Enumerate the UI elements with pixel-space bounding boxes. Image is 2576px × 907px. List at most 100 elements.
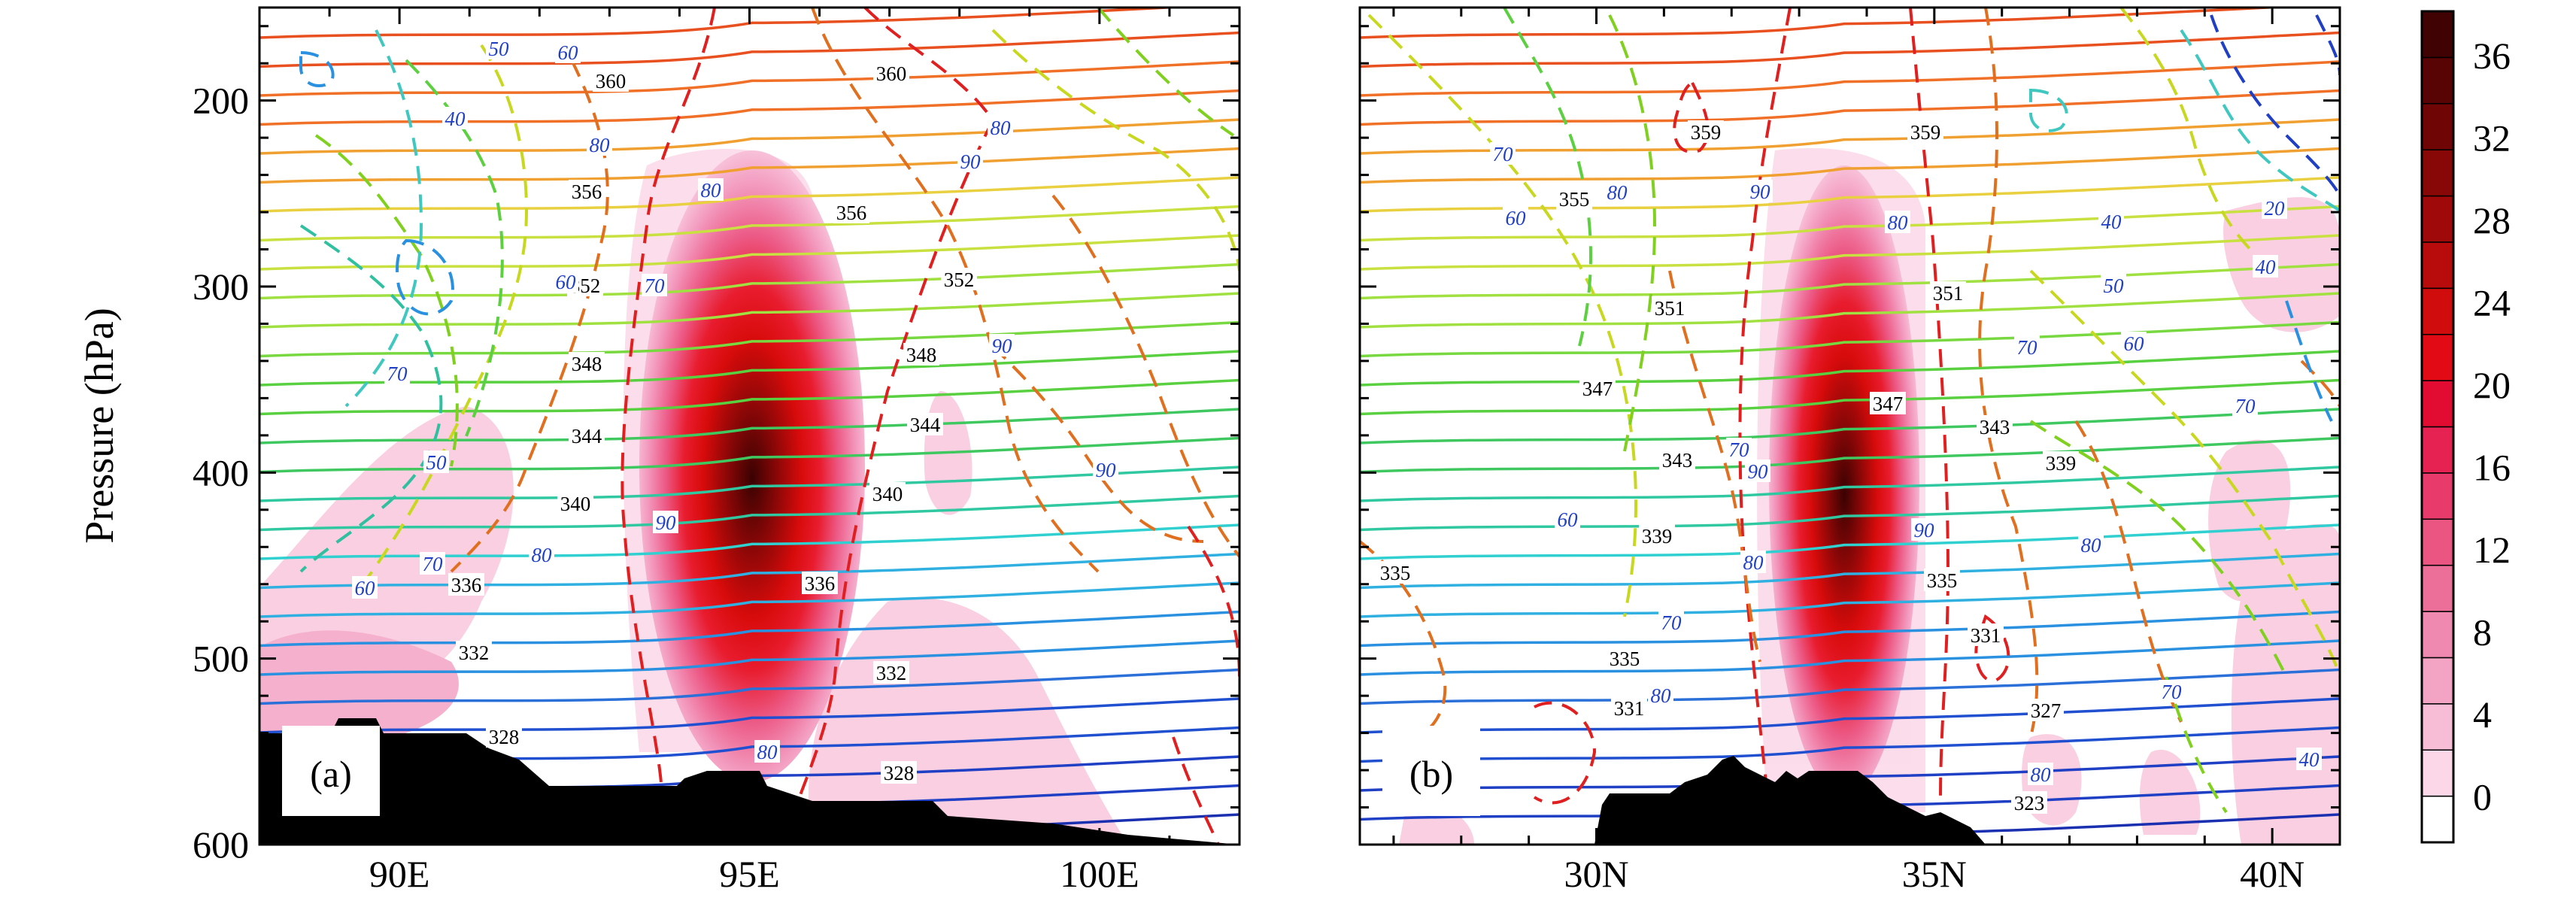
theta-label-bg: [456, 641, 492, 663]
theta-label: 343: [1662, 449, 1693, 472]
rh-label: 80: [1743, 551, 1764, 574]
theta-label: 327: [2031, 699, 2062, 722]
theta-label: 328: [884, 762, 915, 784]
rh-label: 70: [2162, 681, 2183, 703]
rh-label-bg: [2014, 335, 2040, 358]
rh-label: 90: [1914, 519, 1935, 541]
theta-label-bg: [873, 661, 909, 684]
rh-label-bg: [442, 107, 468, 129]
theta-contour-line: [1360, 581, 2340, 618]
theta-label: 339: [1642, 525, 1673, 548]
rh-label-bg: [587, 133, 612, 156]
rh-label: 70: [1661, 611, 1682, 634]
rh-label: 40: [2299, 748, 2320, 771]
panel-a-plot: (a) 360356352348344340336332328360356352…: [259, 8, 1239, 845]
theta-label-bg: [1659, 448, 1695, 471]
colorbar-swatch: [2421, 103, 2454, 150]
theta-label: 352: [944, 268, 975, 291]
rh-label-bg: [2078, 533, 2104, 556]
rh-label-bg: [1503, 206, 1528, 229]
theta-label-bg: [1977, 415, 2013, 438]
theta-label-bg: [1968, 623, 2004, 646]
theta-contour-line: [1360, 610, 2340, 648]
theta-contour-line: [259, 118, 1239, 155]
theta-contour-line: [1360, 726, 2340, 763]
rh-label: 60: [558, 41, 579, 64]
x-tick-label: 35N: [1902, 853, 1967, 895]
colorbar-label: 32: [2473, 117, 2511, 159]
rh-label-bg: [555, 41, 581, 63]
theta-label-bg: [2011, 791, 2047, 814]
panel-b-tag-box: [1382, 726, 1480, 816]
panel-b-theta-contours: [1360, 8, 2340, 845]
rh-label-bg: [486, 37, 511, 59]
theta-label: 336: [451, 574, 482, 596]
colorbar-swatch: [2421, 149, 2454, 197]
rh-label-bg: [988, 116, 1013, 138]
theta-contour-line: [259, 147, 1239, 184]
rh-label-bg: [2121, 332, 2147, 354]
colorbar: 36 32 28 24 20 16 12 8 4 0: [2420, 10, 2511, 844]
y-tick-label: 500: [193, 638, 249, 680]
colorbar-swatch: [2421, 426, 2454, 474]
theta-contour-line: [1360, 60, 2340, 97]
theta-label: 331: [1971, 624, 2001, 647]
theta-label-bg: [1907, 120, 1943, 143]
theta-contour-line: [1360, 436, 2340, 474]
theta-label-bg: [1924, 569, 1960, 591]
rh-label-bg: [2296, 748, 2322, 770]
rh-label-bg: [653, 511, 678, 533]
rh-label: 80: [532, 544, 553, 566]
theta-label-bg: [873, 62, 909, 84]
rh-label: 50: [489, 38, 510, 60]
theta-label-bg: [593, 69, 629, 92]
theta-contour-line: [1360, 176, 2340, 213]
panel-a-tag-box: [282, 726, 380, 816]
rh-label: 60: [355, 577, 376, 599]
theta-contour-line: [259, 89, 1239, 126]
theta-label: 343: [1980, 416, 2010, 438]
theta-contour-line: [1360, 292, 2340, 329]
theta-contour-line: [1360, 118, 2340, 155]
theta-label-bg: [802, 572, 838, 594]
rh-label: 80: [991, 117, 1012, 139]
panel-a-tag: (a): [310, 753, 352, 795]
rh-label: 50: [426, 451, 448, 474]
theta-label-bg: [2043, 451, 2079, 474]
rh-label-bg: [1658, 611, 1684, 633]
rh-label-bg: [2098, 210, 2124, 232]
rh-label: 70: [1729, 438, 1750, 461]
x-tick-label: 95E: [719, 853, 780, 895]
panel-b-theta-labels: 359 355 351 347 343 339 335 335 331 327 323 359 351 3…: [1377, 120, 2079, 814]
rh-label: 80: [2081, 534, 2102, 557]
colorbar-label: 24: [2473, 282, 2511, 324]
rh-label: 60: [1506, 207, 1527, 229]
theta-contour-line: [259, 320, 1239, 358]
colorbar-swatch: [2421, 56, 2454, 105]
panel-a-rh-labels: 50 60 40 80 60 70 80 70 50 60 70 80 90 90 90 80 80 90: [352, 37, 1118, 763]
theta-contour-line: [1360, 494, 2340, 532]
theta-contour-line: [1360, 466, 2340, 502]
theta-label: 359: [1910, 121, 1941, 144]
panel-b-frame: [1358, 6, 2341, 846]
rh-label-bg: [1885, 211, 1910, 233]
panel-a-terrain: [259, 718, 1239, 845]
colorbar-label: 20: [2473, 364, 2511, 406]
theta-label-bg: [569, 424, 605, 447]
rh-label: 60: [1558, 508, 1579, 531]
panel-b-core: [1769, 165, 1919, 797]
rh-label: 70: [1493, 143, 1514, 165]
theta-label-bg: [1930, 281, 1966, 304]
theta-label: 335: [1380, 562, 1411, 584]
theta-label-bg: [2028, 699, 2064, 721]
colorbar-swatch: [2421, 333, 2454, 381]
rh-label: 20: [2265, 197, 2286, 220]
theta-label-bg: [907, 413, 943, 435]
colorbar-swatch: [2421, 241, 2454, 290]
rh-label-bg: [384, 362, 410, 384]
theta-label: 335: [1610, 648, 1640, 670]
rh-label-bg: [1648, 684, 1673, 706]
colorbar-label: 16: [2473, 447, 2511, 489]
theta-contour-line: [259, 408, 1239, 444]
rh-label: 70: [2235, 395, 2256, 417]
